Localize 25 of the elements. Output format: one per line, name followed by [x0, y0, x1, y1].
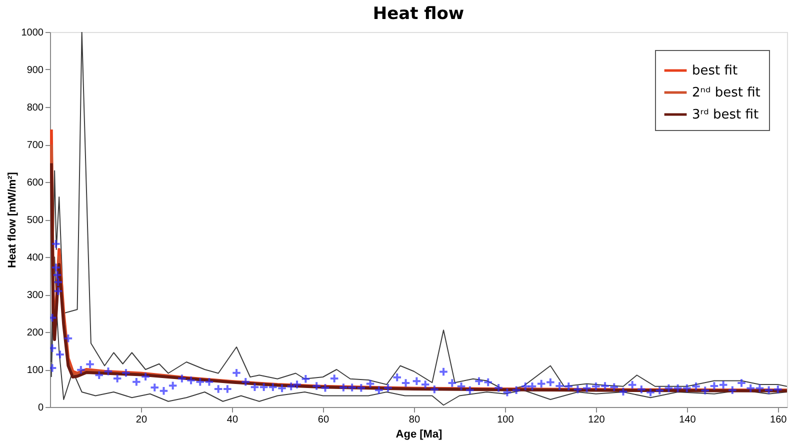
y-tick-label: 900 — [26, 65, 44, 76]
x-tick-label: 160 — [770, 414, 788, 426]
y-tick-label: 500 — [26, 215, 44, 226]
y-tick-label: 300 — [26, 290, 44, 301]
y-axis-title: Heat flow [mW/m²] — [6, 172, 18, 268]
y-tick-label: 200 — [26, 328, 44, 338]
x-tick-label: 80 — [408, 414, 420, 426]
x-tick-label: 140 — [679, 414, 696, 426]
y-tick-label: 400 — [26, 252, 44, 264]
x-tick-label: 100 — [497, 414, 514, 426]
legend-label: best fit — [692, 64, 738, 78]
x-axis-title: Age [Ma] — [396, 428, 443, 440]
y-tick-label: 800 — [26, 102, 44, 114]
legend-label: 2ⁿᵈ best fit — [692, 86, 760, 100]
x-tick-label: 40 — [226, 414, 238, 426]
y-tick-label: 100 — [26, 365, 44, 376]
y-tick-label: 1000 — [21, 28, 44, 38]
y-tick-label: 0 — [38, 402, 44, 414]
y-tick-label: 600 — [26, 178, 44, 188]
chart-title: Heat flow — [372, 4, 464, 24]
y-tick-label: 700 — [26, 140, 44, 151]
x-tick-label: 120 — [588, 414, 606, 426]
x-tick-label: 20 — [136, 414, 148, 426]
legend-label: 3ʳᵈ best fit — [692, 108, 759, 122]
x-tick-label: 60 — [318, 414, 330, 426]
